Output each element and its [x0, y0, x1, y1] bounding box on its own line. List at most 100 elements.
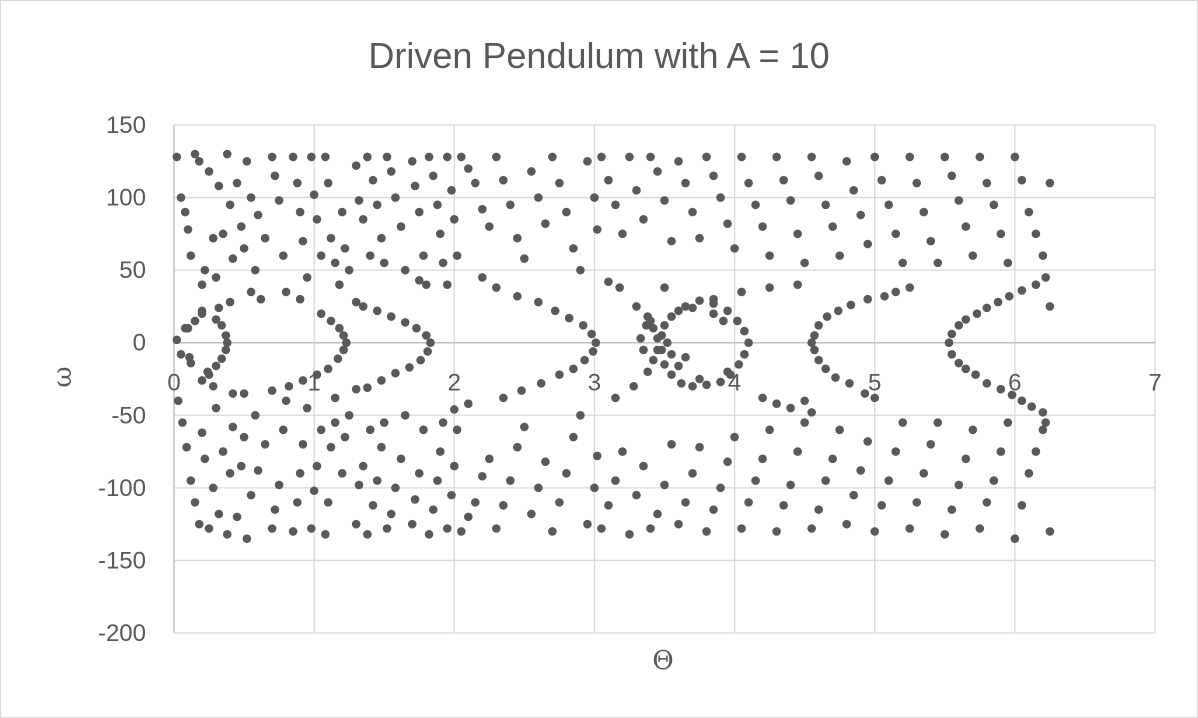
data-point — [221, 345, 231, 355]
x-tick-label: 5 — [868, 370, 881, 397]
data-point — [423, 347, 432, 356]
data-point — [492, 524, 501, 533]
data-point — [326, 233, 336, 243]
data-point — [433, 476, 442, 485]
data-point — [1017, 500, 1027, 510]
data-point — [1017, 175, 1027, 185]
data-point — [214, 303, 224, 313]
data-point — [419, 425, 428, 435]
data-point — [758, 393, 767, 403]
data-point — [337, 469, 347, 478]
data-point — [214, 509, 224, 519]
data-point — [312, 461, 322, 471]
data-point — [636, 334, 645, 343]
data-point — [321, 530, 330, 539]
data-point — [695, 296, 704, 305]
data-point — [309, 190, 319, 199]
data-point — [225, 469, 235, 478]
data-point — [688, 381, 697, 391]
data-point — [358, 461, 368, 471]
data-point — [555, 498, 564, 507]
data-point — [989, 476, 999, 485]
data-point — [1017, 286, 1027, 295]
data-point — [217, 320, 226, 330]
data-point — [396, 454, 406, 464]
data-point — [228, 422, 238, 432]
data-point — [405, 363, 414, 372]
data-point — [758, 454, 767, 464]
data-point — [337, 207, 347, 217]
data-point — [611, 476, 620, 485]
data-point — [562, 207, 571, 217]
data-point — [625, 530, 634, 539]
data-point — [372, 200, 382, 210]
data-point — [677, 379, 686, 388]
data-point — [1045, 178, 1055, 188]
data-point — [821, 476, 830, 485]
data-point — [176, 193, 186, 202]
y-tick-label: 0 — [133, 330, 146, 357]
data-point — [377, 376, 386, 385]
data-point — [316, 309, 326, 318]
data-point — [860, 389, 870, 398]
data-point — [591, 338, 601, 348]
data-point — [396, 222, 406, 231]
data-point — [810, 345, 819, 355]
x-tick-label: 6 — [1008, 370, 1021, 397]
data-point — [947, 350, 957, 359]
data-point — [485, 222, 494, 231]
data-point — [379, 418, 389, 427]
data-point — [274, 196, 284, 205]
data-point — [807, 408, 816, 417]
data-point — [740, 326, 749, 336]
data-point — [190, 316, 200, 326]
data-point — [1004, 291, 1014, 301]
data-point — [663, 338, 672, 348]
data-point — [758, 222, 767, 231]
data-point — [321, 152, 330, 162]
data-point — [674, 361, 683, 371]
data-point — [424, 530, 434, 539]
data-point — [863, 239, 873, 249]
data-point — [933, 418, 943, 427]
x-tick-label: 2 — [448, 370, 461, 397]
data-point — [400, 318, 410, 327]
data-point — [250, 265, 260, 275]
data-point — [688, 469, 697, 478]
data-point — [681, 302, 690, 311]
data-point — [548, 527, 557, 536]
data-point — [316, 251, 326, 260]
data-point — [197, 376, 207, 385]
data-point — [302, 403, 312, 413]
data-point — [744, 338, 753, 348]
data-point — [442, 280, 452, 289]
data-point — [323, 364, 333, 374]
data-point — [400, 410, 410, 420]
data-point — [471, 498, 480, 507]
data-point — [236, 461, 246, 471]
data-point — [695, 374, 704, 384]
data-point — [884, 200, 894, 210]
data-point — [435, 229, 445, 239]
data-point — [379, 258, 389, 268]
data-point — [674, 156, 683, 166]
data-point — [386, 509, 396, 519]
data-point — [218, 447, 228, 456]
data-point — [365, 425, 375, 435]
data-point — [354, 196, 364, 205]
data-point — [744, 178, 753, 188]
data-point — [180, 207, 190, 217]
data-point — [583, 519, 592, 529]
data-point — [513, 291, 522, 301]
data-point — [982, 379, 992, 388]
data-point — [288, 527, 298, 536]
data-point — [1031, 229, 1041, 239]
data-point — [639, 215, 648, 224]
data-point — [646, 524, 655, 533]
data-point — [1003, 258, 1013, 268]
data-point — [842, 519, 851, 529]
x-axis-label: Θ — [652, 646, 673, 676]
data-point — [933, 258, 943, 268]
data-point — [667, 312, 676, 321]
data-point — [639, 345, 648, 355]
